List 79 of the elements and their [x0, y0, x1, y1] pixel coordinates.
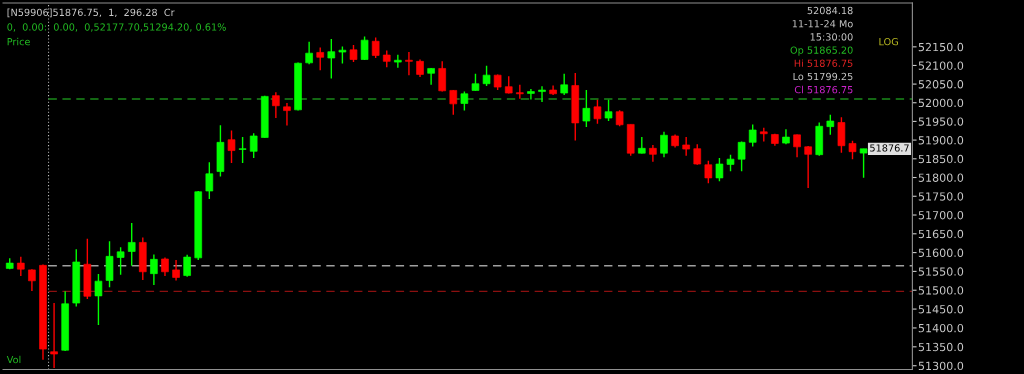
candlestick	[859, 148, 868, 179]
candlestick	[560, 72, 568, 96]
candlestick	[116, 246, 125, 276]
y-tick-label: 52000.0	[918, 98, 964, 108]
y-tick-label: 51400.0	[918, 323, 964, 333]
y-tick-label: 51700.0	[918, 210, 964, 220]
annotation: 52084.18	[807, 6, 853, 15]
candlestick	[538, 85, 546, 103]
candlestick	[283, 102, 291, 127]
annotation: Vol	[6, 355, 21, 364]
y-tick-label: 51350.0	[918, 342, 964, 352]
candlestick	[449, 89, 458, 116]
y-tick-label: 51600.0	[918, 248, 964, 257]
y-tick-label: 51450.0	[918, 305, 964, 314]
candlestick	[394, 53, 402, 69]
candlestick	[693, 143, 702, 166]
candlestick	[460, 90, 469, 112]
candlestick	[804, 145, 812, 189]
candlestick	[527, 88, 535, 101]
annotation: 11-11-24 Mo	[792, 20, 853, 28]
candlestick	[438, 60, 446, 93]
y-tick-label: 51300.0	[918, 361, 964, 371]
annotation: Cl 51876.75	[794, 85, 853, 94]
candlestick	[161, 256, 169, 277]
candlestick	[127, 222, 136, 267]
candlestick	[327, 38, 336, 80]
y-tick-label: 52150.0	[918, 42, 964, 52]
candlestick	[604, 99, 613, 122]
text: LOG	[879, 37, 898, 46]
y-tick-label: 52050.0	[918, 80, 964, 89]
candlestick	[582, 89, 591, 128]
candlestick	[638, 136, 646, 155]
candlestick	[17, 256, 25, 277]
candlestick	[660, 131, 668, 158]
candlestick	[150, 253, 158, 286]
candlestick	[715, 157, 724, 182]
candlestick	[94, 273, 103, 326]
candlestick	[272, 91, 280, 119]
y-tick-label: 51950.0	[918, 117, 964, 126]
candlestick	[737, 140, 746, 172]
candlestick	[848, 140, 857, 160]
candlestick	[238, 136, 247, 164]
candlestick	[205, 161, 214, 200]
candlestick	[837, 116, 846, 154]
annotation: Hi 51876.75	[794, 59, 853, 67]
candlestick	[793, 133, 801, 158]
y-tick-label: 51900.0	[918, 136, 964, 145]
annotation: Lo 51799.25	[793, 72, 853, 81]
candlestick	[748, 123, 757, 148]
y-tick-label: 51800.0	[918, 173, 964, 182]
candlestick	[593, 99, 602, 125]
annotation: [N59906]51876.75, 1, 296.28 Cr	[7, 8, 175, 18]
annotation: 15:30:00	[810, 33, 853, 41]
y-tick-label: 51500.0	[918, 286, 964, 295]
candlestick	[50, 302, 58, 369]
y-tick-label: 51850.0	[918, 154, 964, 164]
candlestick	[249, 132, 258, 159]
candlestick	[482, 65, 491, 87]
y-tick-label: 51550.0	[918, 267, 964, 276]
annotation: Price	[7, 37, 30, 46]
candlestick	[371, 36, 380, 59]
candlestick	[704, 159, 713, 184]
candlestick	[28, 268, 36, 292]
candlestick	[227, 129, 236, 164]
annotation: Op 51865.20	[790, 46, 853, 56]
candlestick	[516, 84, 524, 100]
candlestick	[316, 46, 325, 71]
candlestick	[427, 67, 435, 86]
y-tick-label: 51750.0	[918, 192, 964, 201]
y-tick-label: 51650.0	[918, 229, 964, 239]
candlestick	[405, 51, 413, 76]
candlestick	[183, 254, 191, 278]
candlestick	[682, 136, 690, 157]
candlestick	[172, 259, 180, 282]
y-tick-label: 52100.0	[918, 61, 964, 70]
candlestick	[826, 113, 835, 136]
annotation: 0, 0.00: 0.00, 0,52177.70,51294.20, 0.61%	[7, 23, 226, 32]
candlestick	[360, 35, 369, 61]
text: 51876.7	[870, 144, 909, 152]
